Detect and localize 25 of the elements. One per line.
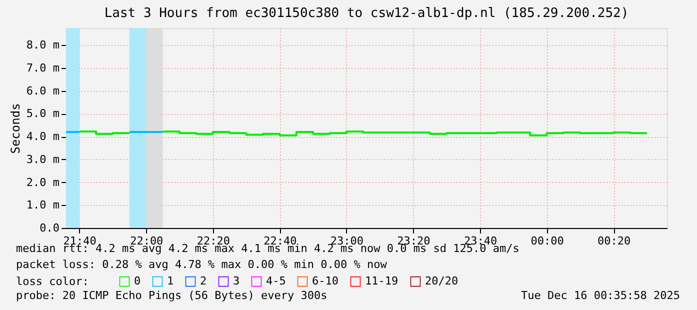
y-tick-label: 5.0 m: [26, 107, 60, 120]
x-tick-label: 00:20: [598, 234, 631, 248]
y-tick-label: 8.0 m: [26, 38, 60, 52]
y-axis-title: Seconds: [8, 103, 22, 154]
legend-label: 2: [200, 274, 207, 288]
y-tick-label: 7.0 m: [26, 62, 60, 74]
x-tick-label: 00:00: [530, 234, 564, 248]
legend-label: 3: [233, 274, 240, 288]
y-tick-label: 0.0: [40, 222, 60, 234]
legend-label: 0: [134, 274, 141, 288]
legend-label: 11-19: [365, 274, 398, 288]
legend-label: 4-5: [266, 274, 286, 288]
text: packet loss: 0.28 % avg 4.78 % max 0.00 % min 0.00 % now: [16, 258, 388, 271]
y-tick-label: 6.0 m: [26, 84, 60, 98]
y-tick-label: 4.0 m: [26, 130, 60, 144]
chart-title: Last 3 Hours from ec301150c380 to csw12-alb1-dp.nl (185.29.200.252): [104, 6, 629, 21]
legend-label: 20/20: [425, 274, 458, 288]
legend-label: 6-10: [312, 274, 338, 288]
text: Tue Dec 16 00:35:58 2025: [521, 289, 680, 302]
legend-title: loss color:: [16, 275, 89, 288]
y-tick-label: 1.0 m: [26, 198, 60, 212]
legend-label: 1: [167, 274, 174, 288]
y-tick-label: 3.0 m: [26, 152, 60, 166]
text: probe: 20 ICMP Echo Pings (56 Bytes) every 300s: [16, 289, 328, 302]
y-tick-label: 2.0 m: [26, 176, 60, 189]
